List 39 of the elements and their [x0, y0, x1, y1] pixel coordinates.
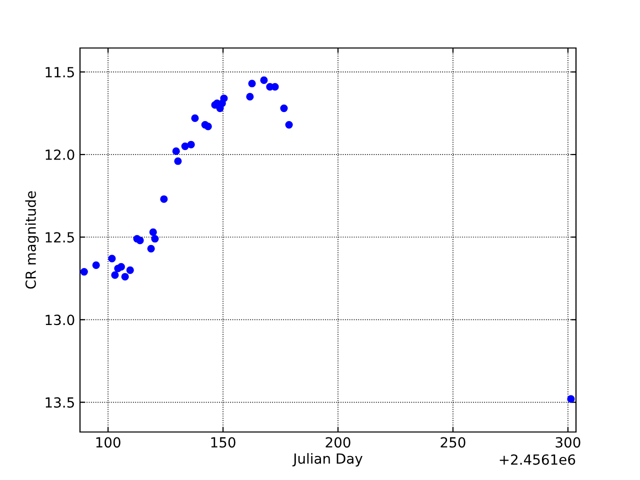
point: [151, 234, 159, 243]
point: [147, 244, 155, 252]
point: [172, 147, 180, 156]
point: [111, 271, 119, 279]
x-axis-title: Julian Day: [292, 453, 362, 467]
point: [248, 80, 256, 88]
text: +2.4561e6: [500, 454, 576, 465]
y-tick-label: 13.5: [46, 397, 74, 408]
point: [108, 254, 116, 262]
point: [121, 272, 129, 281]
x-tick-label: 250: [440, 437, 466, 448]
point: [204, 122, 212, 130]
point: [174, 157, 182, 165]
point: [285, 121, 293, 129]
point: [149, 228, 157, 236]
y-tick-label: 12.0: [46, 150, 74, 160]
point: [280, 104, 288, 112]
point: [246, 92, 254, 101]
y-tick-label: 13.0: [46, 314, 74, 326]
point: [117, 263, 125, 271]
x-tick-label: 100: [96, 437, 120, 448]
point: [191, 114, 199, 122]
x-tick-label: 150: [211, 437, 236, 448]
point: [136, 236, 144, 244]
point: [160, 195, 168, 203]
point: [271, 83, 279, 91]
point: [187, 140, 195, 148]
point: [126, 266, 134, 274]
y-tick-label: 11.5: [46, 67, 74, 78]
y-axis-title: CR magnitude: [25, 191, 39, 289]
point: [80, 268, 88, 276]
point: [567, 395, 575, 403]
point: [181, 142, 189, 150]
x-tick-label: 300: [556, 437, 580, 448]
point: [260, 76, 268, 84]
x-tick-label: 200: [326, 437, 350, 448]
y-tick-label: 12.5: [46, 232, 74, 243]
point: [220, 94, 228, 102]
point: [92, 261, 100, 269]
